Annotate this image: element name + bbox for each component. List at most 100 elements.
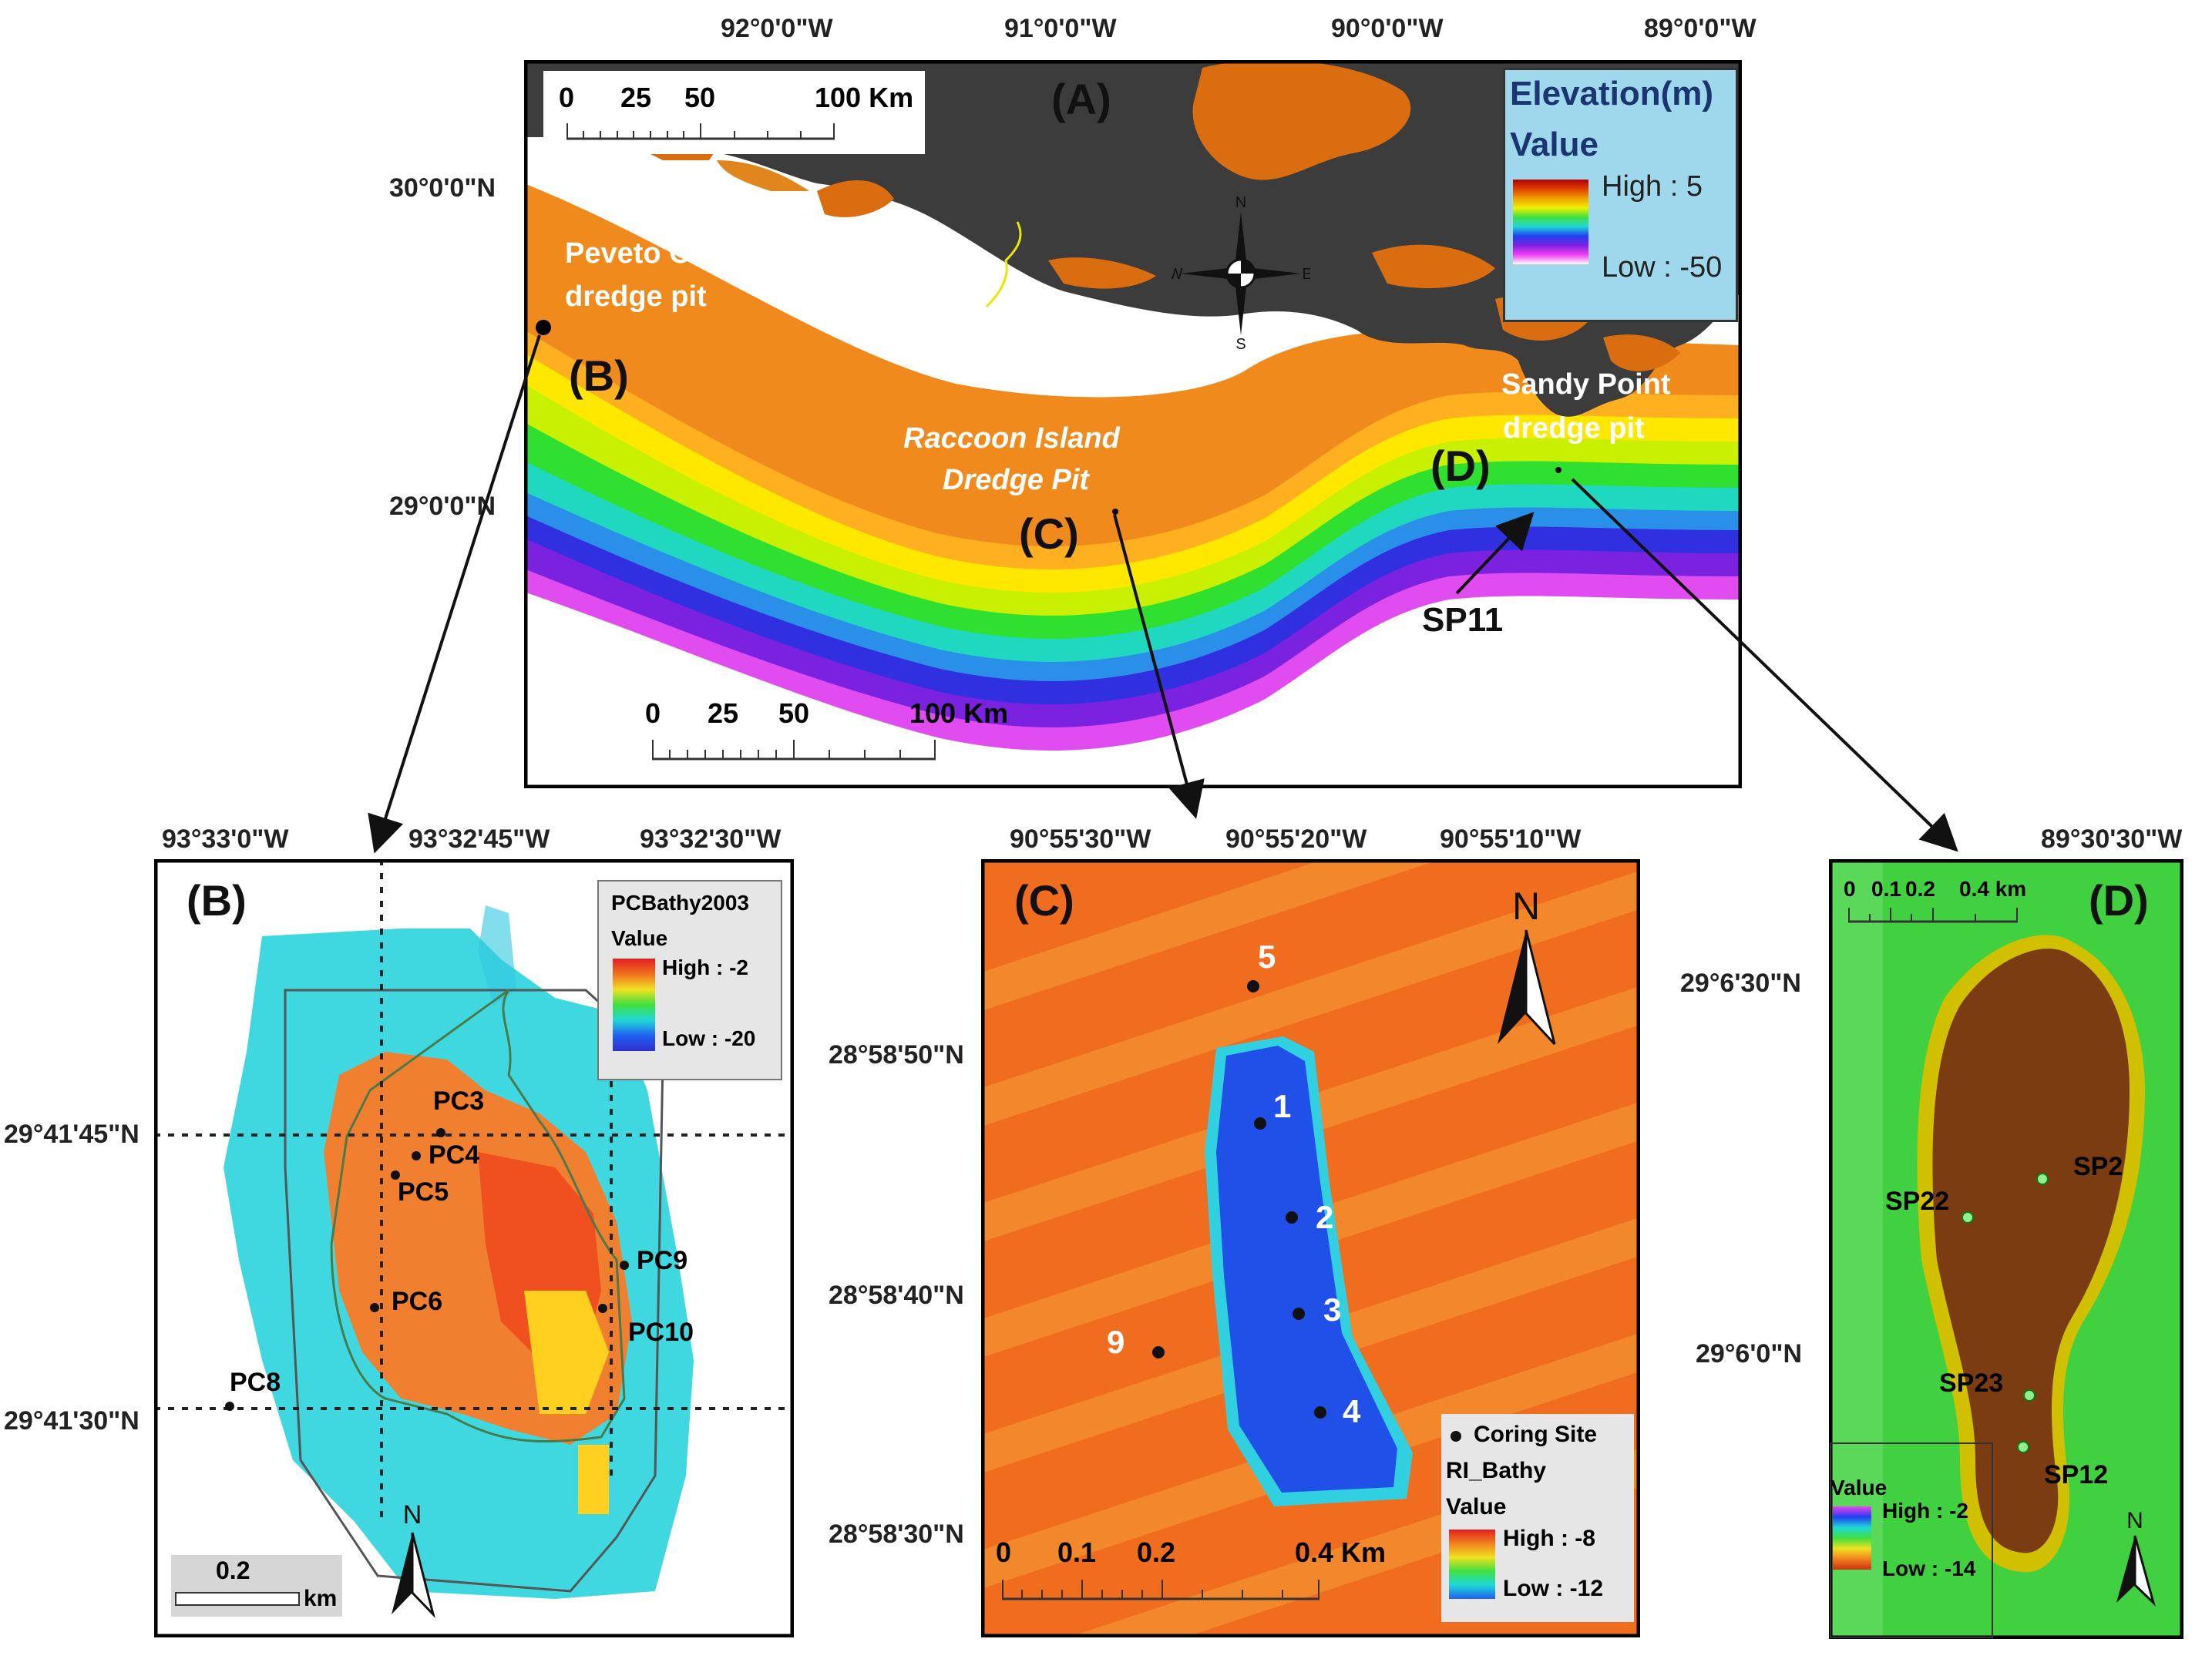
peveto-site-dot xyxy=(536,320,551,335)
site-4: 4 xyxy=(1343,1393,1361,1429)
scale-bar-b: 0.2 km xyxy=(171,1555,342,1617)
site-pc8: PC8 xyxy=(230,1368,281,1397)
scale-b-tick-25: 25 xyxy=(708,697,739,729)
site-sp2: SP2 xyxy=(2073,1152,2123,1181)
peveto-label-2: dredge pit xyxy=(565,280,707,313)
sandy-label-2: dredge pit xyxy=(1503,412,1645,445)
b-lat-label-2: 29°41'30"N xyxy=(4,1406,140,1436)
site-d-label: (D) xyxy=(1430,442,1491,490)
scale-tick-100: 100 Km xyxy=(815,82,914,113)
c-lat-label-3: 28°58'30"N xyxy=(829,1520,964,1549)
lon-label-91w: 91°0'0"W xyxy=(1004,14,1117,43)
lat-label-29n: 29°0'0"N xyxy=(389,492,496,521)
scale-bar-c: 0 0.1 0.2 0.4 Km xyxy=(994,1533,1386,1618)
site-sp22: SP22 xyxy=(1885,1187,1950,1216)
sp11-label: SP11 xyxy=(1422,601,1504,639)
compass-n: N xyxy=(1235,196,1246,211)
sandy-site-dot xyxy=(1555,467,1562,473)
site-2: 2 xyxy=(1316,1199,1334,1235)
b-lon-label-2: 93°32'45"W xyxy=(408,824,550,854)
site-5: 5 xyxy=(1258,939,1276,975)
site-pc3: PC3 xyxy=(433,1086,485,1116)
ri-bathy-title: RI_Bathy xyxy=(1446,1458,1547,1483)
scale-d-tick-0: 0 xyxy=(1844,877,1856,901)
scale-c-tick-4: 0.4 Km xyxy=(1295,1536,1387,1568)
ri-bathy-legend: Coring Site RI_Bathy Value High : -8 Low… xyxy=(1441,1414,1634,1622)
d-lat-label-1: 29°6'30"N xyxy=(1680,969,1801,998)
pcbathy-title: PCBathy2003 xyxy=(611,891,749,915)
pcbathy-color-ramp xyxy=(613,959,655,1051)
scale-tick-25: 25 xyxy=(620,82,652,113)
arrow-to-b xyxy=(368,334,541,854)
arrow-sp11 xyxy=(1455,512,1535,595)
site-c-label: (C) xyxy=(1019,509,1079,558)
site-pc5: PC5 xyxy=(398,1177,449,1207)
legend-subtitle: Value xyxy=(1510,126,1598,163)
d-lat-label-2: 29°6'0"N xyxy=(1696,1339,1802,1369)
ri-bathy-color-ramp xyxy=(1449,1530,1495,1599)
site-9: 9 xyxy=(1107,1324,1125,1360)
c-lat-label-1: 28°58'50"N xyxy=(829,1040,964,1070)
scale-bar-bottom-ruler xyxy=(652,740,936,761)
d-legend-high: High : -2 xyxy=(1882,1499,1968,1523)
d-lon-label-1: 89°30'30"W xyxy=(2041,824,2183,854)
scale-b-tick-100: 100 Km xyxy=(909,697,1009,729)
sandy-label-1: Sandy Point xyxy=(1501,368,1671,401)
north-arrow-b-icon: N xyxy=(392,1500,435,1619)
site-1: 1 xyxy=(1273,1088,1292,1124)
c-lat-label-2: 28°58'40"N xyxy=(829,1281,964,1310)
scale-d-tick-4: 0.4 km xyxy=(1959,877,2027,901)
scale-b-tick-50: 50 xyxy=(778,697,810,729)
ri-bathy-high: High : -8 xyxy=(1503,1526,1595,1551)
scale-c-tick-2: 0.2 xyxy=(1137,1536,1176,1568)
north-b: N xyxy=(403,1500,422,1530)
site-pc9: PC9 xyxy=(637,1246,688,1275)
c-lon-label-2: 90°55'20"W xyxy=(1225,824,1367,854)
c-lon-label-1: 90°55'30"W xyxy=(1010,824,1151,854)
scale-b-unit: km xyxy=(304,1586,338,1611)
peveto-label-1: Peveto Channel xyxy=(565,237,785,270)
map-d xyxy=(1829,859,2183,1639)
coring-site-label: Coring Site xyxy=(1474,1422,1598,1447)
b-lat-label-1: 29°41'45"N xyxy=(4,1120,140,1149)
pcbathy-legend: PCBathy2003 Value High : -2 Low : -20 xyxy=(597,880,782,1080)
panel-c-label: (C) xyxy=(1014,876,1074,925)
b-lon-label-1: 93°33'0"W xyxy=(162,824,289,854)
compass-w: W xyxy=(1172,266,1183,283)
pcbathy-subtitle: Value xyxy=(611,926,668,950)
arrow-to-d xyxy=(1571,478,1958,852)
site-pc6: PC6 xyxy=(392,1287,443,1316)
ri-bathy-subtitle: Value xyxy=(1446,1494,1507,1520)
c-lon-label-3: 90°55'10"W xyxy=(1440,824,1582,854)
elevation-legend: Elevation(m) Value High : 5 Low : -50 xyxy=(1503,68,1738,322)
scale-d-ruler xyxy=(1848,908,2018,923)
b-lon-label-3: 93°32'30"W xyxy=(640,824,782,854)
site-sp12: SP12 xyxy=(2044,1460,2109,1489)
panel-a-label: (A) xyxy=(1051,75,1111,123)
scale-bar-top-ruler xyxy=(566,123,835,140)
scale-b-value: 0.2 xyxy=(216,1557,250,1584)
legend-title: Elevation(m) xyxy=(1510,75,1714,113)
scale-c-tick-1: 0.1 xyxy=(1057,1536,1097,1568)
legend-low: Low : -50 xyxy=(1602,251,1723,284)
raccoon-site-dot xyxy=(1112,509,1118,515)
scale-b-tick-0: 0 xyxy=(645,697,661,729)
panel-b-label: (B) xyxy=(187,876,247,925)
scale-c-tick-0: 0 xyxy=(996,1536,1012,1568)
pcbathy-low: Low : -20 xyxy=(662,1026,756,1050)
compass-s: S xyxy=(1235,336,1246,351)
scale-tick-0: 0 xyxy=(559,82,575,113)
d-legend-color-ramp xyxy=(1833,1506,1871,1570)
lat-label-30n: 30°0'0"N xyxy=(389,173,496,203)
arrow-to-c xyxy=(1113,514,1205,819)
site-pc4: PC4 xyxy=(429,1140,480,1170)
raccoon-label-2: Dredge Pit xyxy=(943,464,1090,496)
north-arrow-d-icon: N xyxy=(2116,1508,2156,1607)
ri-bathy-low: Low : -12 xyxy=(1503,1576,1604,1601)
pcbathy-high: High : -2 xyxy=(662,955,748,979)
panel-d-label: (D) xyxy=(2089,876,2149,925)
scale-bar-top: 0 25 50 100 Km xyxy=(543,71,925,154)
scale-tick-50: 50 xyxy=(684,82,716,113)
scale-d-tick-1: 0.1 xyxy=(1871,877,1901,901)
scale-c-ruler xyxy=(1002,1580,1319,1600)
